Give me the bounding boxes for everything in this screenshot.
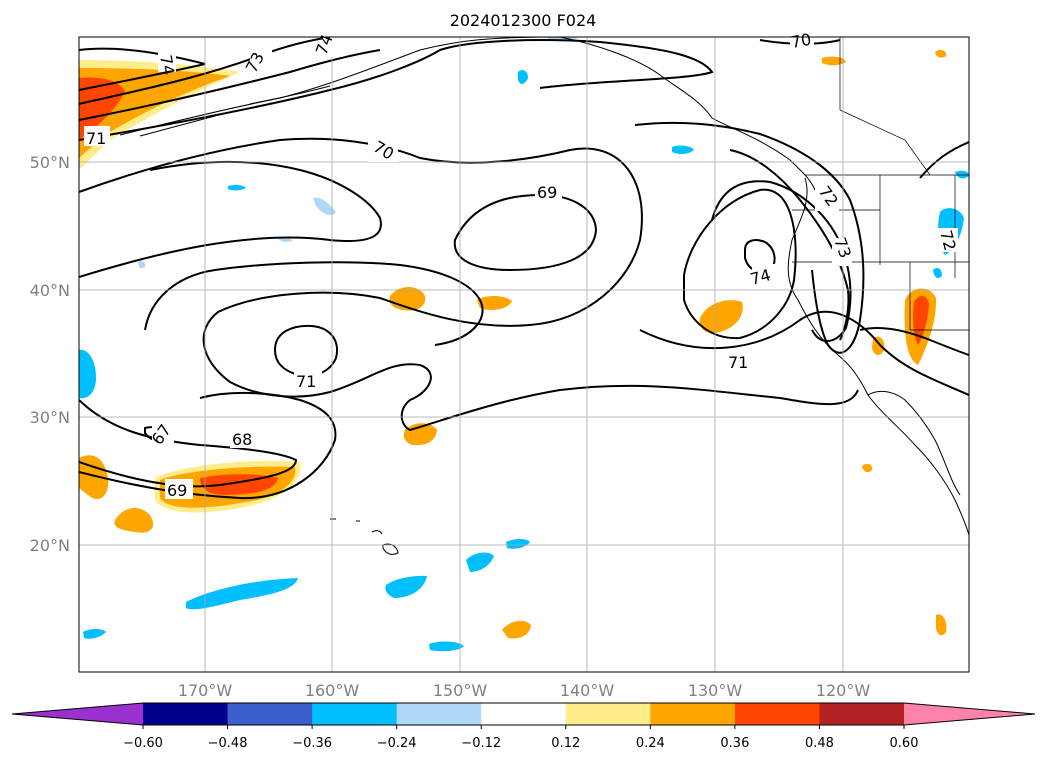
- contour-label-70-ne: 70: [789, 30, 812, 52]
- contour-label-halos: [84, 37, 958, 499]
- colorbar-segment: [650, 703, 736, 725]
- warm-anomaly-east-4: [936, 614, 947, 636]
- lon-label-130w: 130°W: [688, 681, 743, 700]
- warm-anomaly-east-7: [862, 463, 873, 473]
- contour-71-north: [79, 39, 714, 141]
- lon-label-160w: 160°W: [305, 681, 360, 700]
- warm-anomaly-central-2: [477, 295, 512, 310]
- contour-71-center: [273, 324, 338, 377]
- lon-label-170w: 170°W: [178, 681, 233, 700]
- contour-72-north: [79, 49, 381, 121]
- lon-label-150w: 150°W: [433, 681, 488, 700]
- lat-label-30n: 30°N: [30, 408, 70, 427]
- contour-label-71-e: 71: [728, 353, 748, 372]
- colorbar-tick-label: −0.60: [123, 736, 163, 751]
- contour-label-69-center: 69: [537, 183, 557, 202]
- contour-71-east: [683, 188, 797, 340]
- colorbar-segment: [481, 703, 567, 725]
- colorbar-segment: [143, 703, 229, 725]
- colorbar-tick-label: −0.48: [208, 736, 248, 751]
- colorbar-tick-label: −0.24: [377, 736, 417, 751]
- contour-73-north: [79, 37, 331, 105]
- colorbar-segment: [819, 703, 905, 725]
- colorbar-tick-label: −0.12: [461, 736, 501, 751]
- colorbar-segment: [396, 703, 482, 725]
- contour-label-74-e: 74: [748, 265, 773, 289]
- colorbar-tick-label: 0.24: [636, 736, 665, 751]
- warm-anomaly-northwest-peak: [79, 77, 125, 140]
- warm-anomaly-east-2-core: [913, 295, 929, 345]
- cold-anomaly-east-3: [933, 268, 942, 278]
- colorbar-tick-label: −0.36: [292, 736, 332, 751]
- cold-anomaly-south-2: [385, 575, 427, 598]
- contour-72-east: [729, 149, 850, 341]
- latitude-axis: 50°N 40°N 30°N 20°N: [30, 153, 70, 555]
- cold-anomaly-south-1: [186, 578, 298, 610]
- contour-69-center: [453, 193, 598, 272]
- cold-anomaly-north-2: [672, 145, 694, 155]
- colorbar-extend-min: [12, 703, 143, 725]
- warm-anomaly-southcentral: [502, 620, 531, 639]
- warm-anomaly-west-edge: [79, 455, 109, 499]
- colorbar-tick-label: 0.60: [890, 736, 919, 751]
- colorbar-tick-label: 0.12: [551, 736, 580, 751]
- map-title: 2024012300 F024: [450, 11, 597, 30]
- lon-label-140w: 140°W: [560, 681, 615, 700]
- cold-anomaly-south-4: [506, 539, 530, 549]
- north-america-west-coast: [787, 177, 969, 536]
- contour-label-74-nw: 74: [156, 53, 178, 76]
- colorbar: −0.60 −0.48 −0.36 −0.24 −0.12 0.12 0.24 0.36 0.4…: [11, 702, 1036, 751]
- contour-label-69-sw: 69: [167, 481, 187, 500]
- colorbar-tick-label: 0.48: [805, 736, 834, 751]
- cold-anomaly-south-5: [429, 641, 464, 652]
- colorbar-segment: [227, 703, 313, 725]
- cold-anomaly-south-3: [466, 552, 494, 572]
- contour-label-68-sw: 68: [232, 430, 252, 449]
- colorbar-tick-label: 0.36: [720, 736, 749, 751]
- map-frame: [78, 36, 970, 673]
- contour-label-71-nw: 71: [86, 129, 106, 148]
- lon-label-120w: 120°W: [816, 681, 871, 700]
- contour-70-east-1: [634, 121, 865, 354]
- cold-anomaly-small-1: [138, 260, 146, 269]
- colorbar-segment: [312, 703, 398, 725]
- contour-label-72-ne: 72: [936, 228, 960, 253]
- lat-lon-grid: [79, 37, 969, 672]
- hawaii-islands: [330, 518, 399, 555]
- colorbar-segment: [565, 703, 651, 725]
- colorbar-extend-max: [904, 703, 1035, 725]
- lat-label-50n: 50°N: [30, 153, 70, 172]
- contour-label-71-center: 71: [296, 372, 316, 391]
- contour-east-corner: [919, 141, 969, 179]
- warm-anomaly-east-3: [872, 336, 885, 356]
- map-background: [79, 37, 969, 672]
- cold-anomaly-west-edge: [79, 349, 96, 399]
- cold-anomaly-north-4: [313, 197, 336, 215]
- cold-anomaly-east-2: [955, 170, 969, 179]
- contour-71-south-east: [639, 310, 969, 396]
- cold-anomaly-north-1: [518, 70, 528, 84]
- warm-anomaly-west-small: [114, 508, 154, 533]
- lat-label-40n: 40°N: [30, 281, 70, 300]
- colorbar-segment: [734, 703, 820, 725]
- lat-label-20n: 20°N: [30, 536, 70, 555]
- map-panel: 74 73 74 71 70 69 71 68 67 69 72 73 74 7…: [78, 30, 970, 673]
- cold-anomaly-north-3: [228, 184, 246, 191]
- contour-72-southeast: [859, 327, 969, 356]
- contour-71-outer: [144, 261, 484, 346]
- warm-anomaly-east-1: [699, 300, 743, 334]
- longitude-axis: 170°W 160°W 150°W 140°W 130°W 120°W: [178, 681, 871, 700]
- warm-anomaly-east-6: [935, 49, 947, 58]
- cold-anomaly-south-6: [83, 629, 106, 639]
